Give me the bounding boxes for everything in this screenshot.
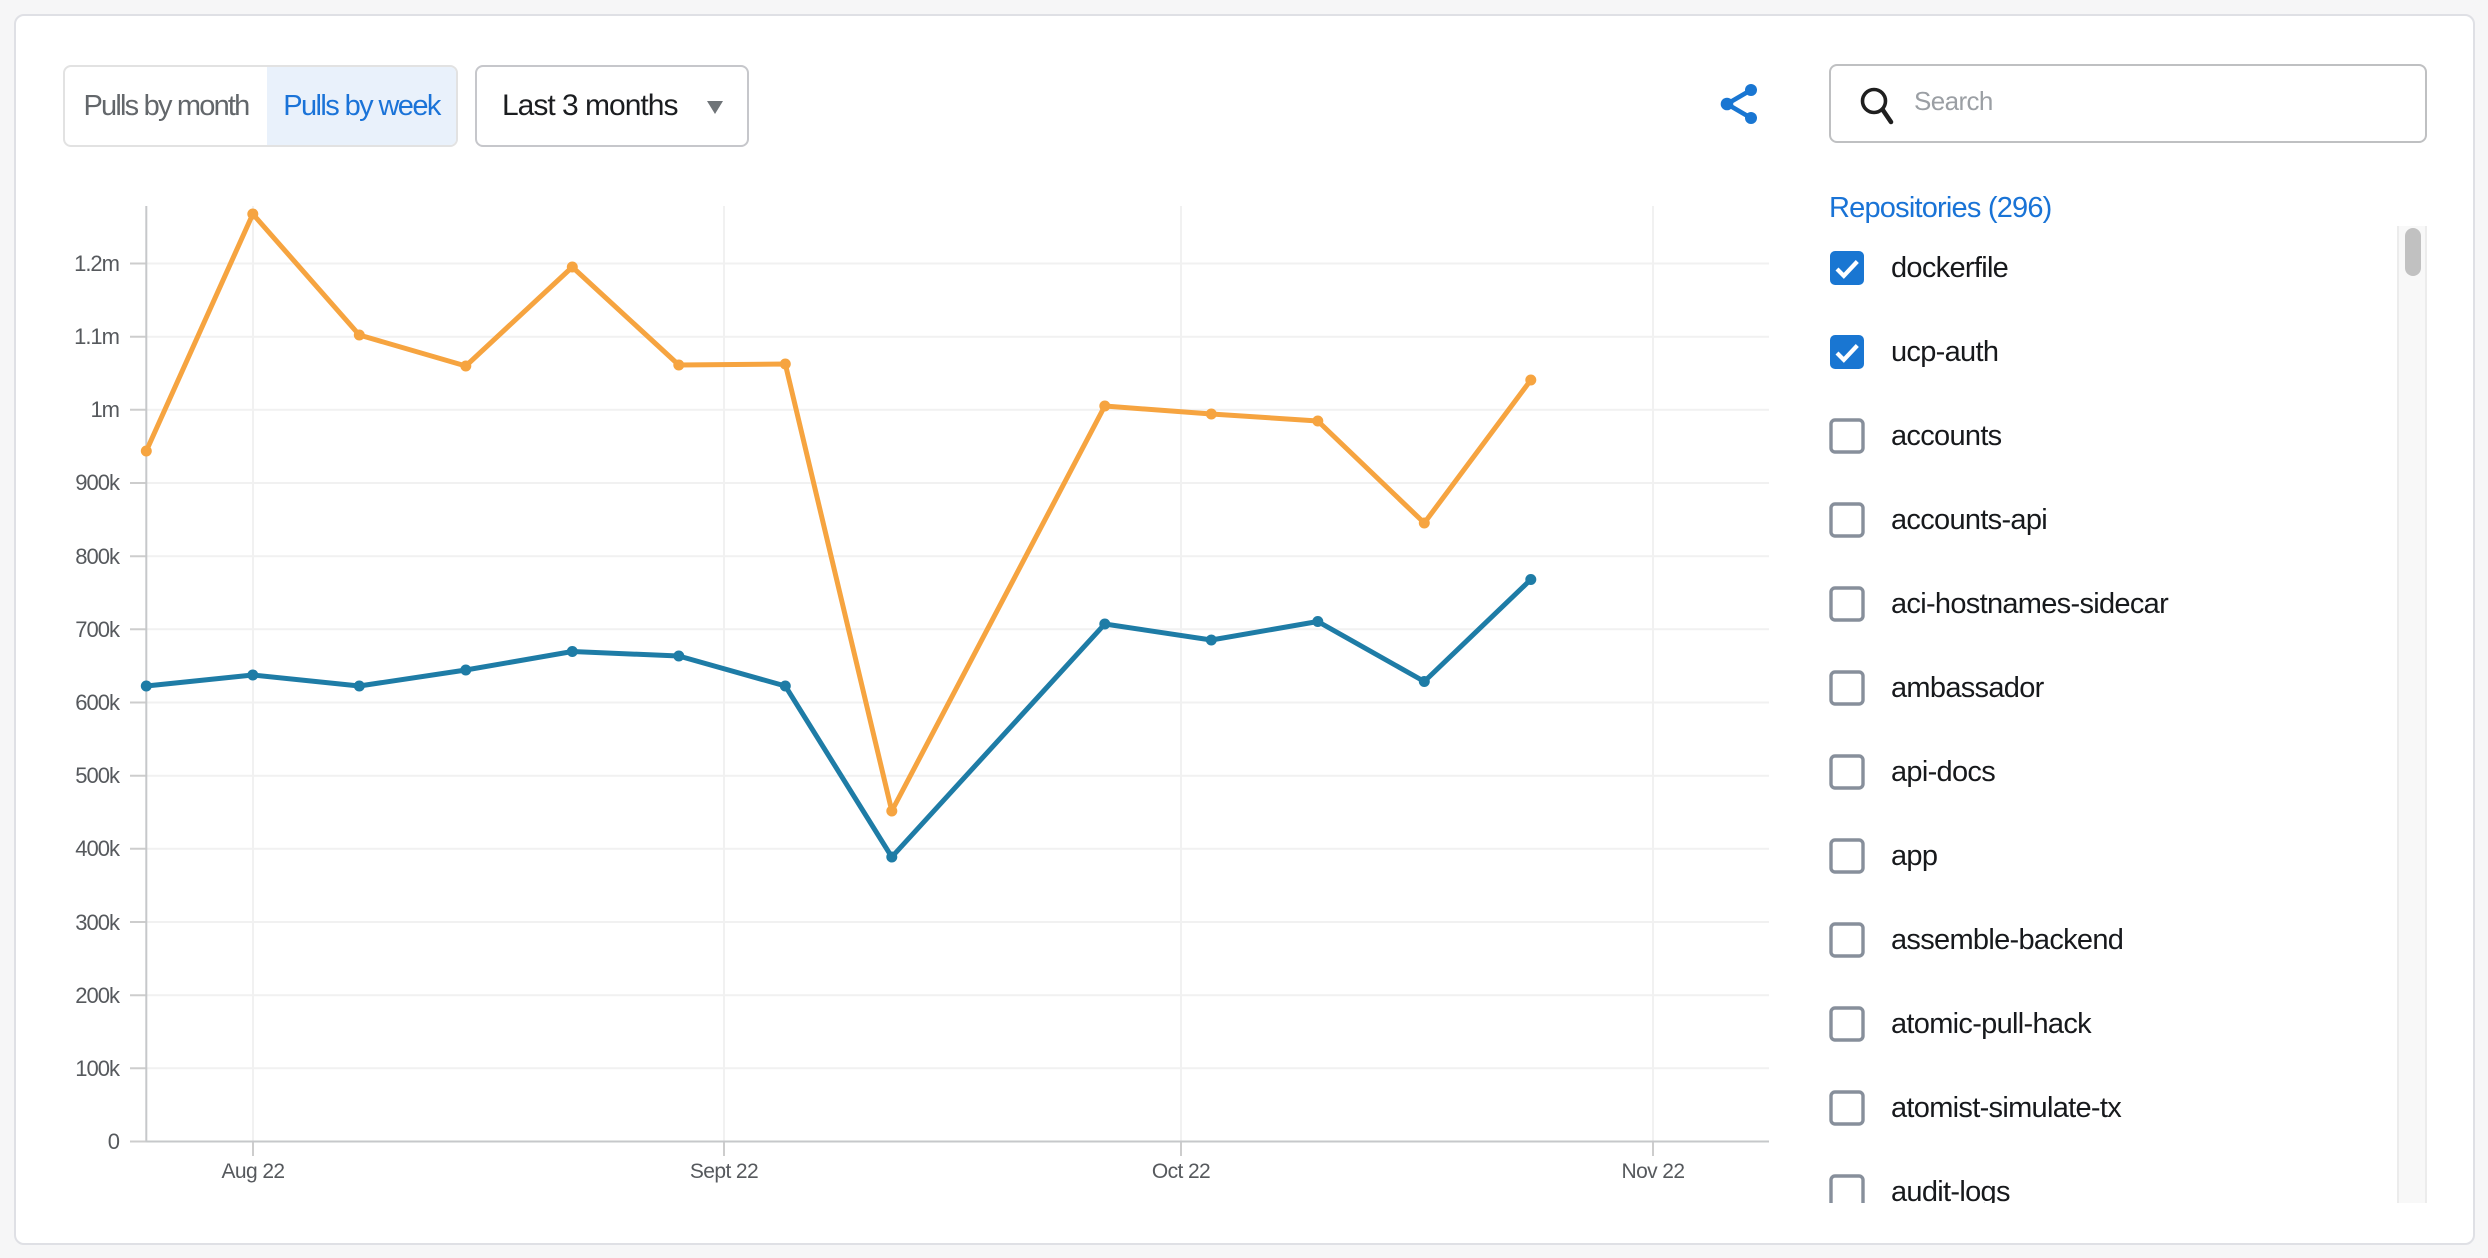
svg-text:Nov 22: Nov 22 [1622,1160,1685,1183]
svg-text:400k: 400k [75,836,121,861]
svg-text:Oct 22: Oct 22 [1152,1160,1210,1183]
svg-text:200k: 200k [75,983,121,1008]
svg-text:1.1m: 1.1m [74,324,119,349]
svg-text:Sept 22: Sept 22 [690,1160,758,1183]
svg-text:300k: 300k [75,910,121,935]
svg-text:1m: 1m [90,397,119,422]
svg-text:500k: 500k [75,763,121,788]
svg-text:600k: 600k [75,690,121,715]
svg-text:Aug 22: Aug 22 [222,1160,285,1183]
svg-text:700k: 700k [75,617,121,642]
svg-text:1.2m: 1.2m [74,251,119,276]
svg-text:0: 0 [108,1129,120,1154]
svg-text:100k: 100k [75,1056,121,1081]
svg-text:900k: 900k [75,470,121,495]
svg-text:800k: 800k [75,544,121,569]
